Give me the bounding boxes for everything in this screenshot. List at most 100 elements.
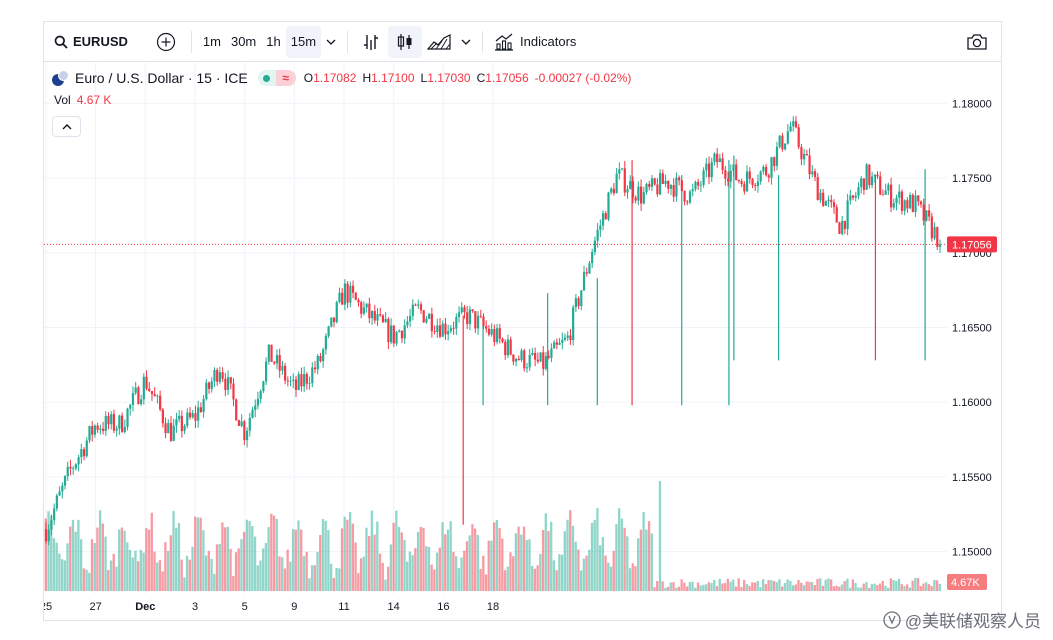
candle xyxy=(319,353,322,363)
candle-body xyxy=(373,310,376,321)
candle xyxy=(838,221,841,235)
candle-body xyxy=(197,407,200,421)
volume-bar xyxy=(612,550,615,591)
candle xyxy=(615,168,618,194)
symbol-search-button[interactable]: EURUSD xyxy=(44,26,133,58)
volume-bar xyxy=(414,548,417,591)
candle xyxy=(705,158,708,178)
volume-bar xyxy=(460,557,463,591)
candle xyxy=(735,159,738,181)
screenshot-button[interactable] xyxy=(961,26,993,58)
candle xyxy=(626,185,629,199)
candle xyxy=(827,195,830,208)
volume-bar xyxy=(267,526,270,591)
candle-body xyxy=(202,399,205,412)
candle xyxy=(370,310,374,326)
candle xyxy=(368,297,371,324)
candle-body xyxy=(335,301,338,322)
volume-bar xyxy=(533,568,537,591)
candle xyxy=(69,459,72,476)
volume-bar xyxy=(772,581,776,591)
candle xyxy=(487,325,491,337)
price-chart[interactable]: 1.15000 1.15500 1.16000 1.16500 1.17000 1.175… xyxy=(44,22,1001,620)
candle-body xyxy=(528,354,531,368)
candle-body xyxy=(406,321,409,326)
candle xyxy=(267,344,270,365)
candle-body xyxy=(710,161,713,178)
interval-1h[interactable]: 1h xyxy=(266,34,281,49)
candle xyxy=(172,418,175,442)
volume-bar xyxy=(180,559,183,591)
market-open-dot-icon xyxy=(257,70,276,86)
candle-body xyxy=(294,379,298,390)
candle xyxy=(77,454,80,472)
interval-30m[interactable]: 30m xyxy=(230,34,257,49)
candle-body xyxy=(591,251,594,264)
volume-bar xyxy=(650,533,653,591)
time-tick-label: Dec xyxy=(135,601,155,613)
candle xyxy=(66,461,69,481)
candle xyxy=(245,427,249,448)
candle xyxy=(240,414,243,428)
collapse-legend-button[interactable] xyxy=(52,116,81,137)
candle xyxy=(164,417,167,439)
compare-symbol-button[interactable] xyxy=(151,26,181,58)
volume-bar xyxy=(514,533,518,591)
volume-bar xyxy=(487,540,490,591)
candle xyxy=(159,390,162,412)
candle xyxy=(669,184,673,196)
candle xyxy=(335,300,338,324)
candle-body xyxy=(256,398,260,406)
candle-body xyxy=(672,185,675,197)
area-chart-style-button[interactable] xyxy=(422,26,456,58)
candle-body xyxy=(343,283,347,305)
candle xyxy=(697,178,700,190)
volume-bar xyxy=(490,540,493,591)
indicators-button[interactable]: Indicators xyxy=(489,26,581,58)
candle xyxy=(259,389,262,404)
candle xyxy=(332,317,336,328)
volume-bar xyxy=(237,548,240,591)
candle xyxy=(805,149,808,156)
volume-bar xyxy=(397,526,401,591)
volume-bar xyxy=(876,584,879,591)
volume-bar xyxy=(313,565,316,591)
chart-style-dropdown-button[interactable] xyxy=(456,26,476,58)
candle xyxy=(112,409,116,434)
candle xyxy=(648,180,651,191)
candle-body xyxy=(933,227,936,239)
volume-bar xyxy=(737,578,740,591)
volume-bar xyxy=(368,535,371,591)
volume-bar xyxy=(400,532,403,591)
candle xyxy=(381,314,385,324)
candles-style-button[interactable] xyxy=(388,25,423,58)
candle-body xyxy=(463,307,466,313)
volume-bar xyxy=(88,572,91,591)
volume-bar xyxy=(680,579,683,591)
bar-chart-style-button[interactable] xyxy=(354,26,388,58)
candle-body xyxy=(881,194,885,196)
volume-bar xyxy=(675,587,678,591)
volume-bar xyxy=(321,519,325,591)
volume-bar xyxy=(243,531,246,591)
candle xyxy=(104,411,107,436)
interval-dropdown-button[interactable] xyxy=(321,26,341,58)
candle-body xyxy=(506,339,510,356)
interval-15m[interactable]: 15m xyxy=(285,25,322,58)
candle xyxy=(188,407,192,420)
volume-bar xyxy=(226,526,230,591)
volume-bar xyxy=(175,527,178,591)
volume-bar xyxy=(351,523,355,591)
volume-bar xyxy=(338,568,341,591)
candle xyxy=(819,189,822,204)
time-tick-label: 14 xyxy=(388,601,400,613)
candle xyxy=(813,168,817,182)
volume-bar xyxy=(158,560,162,591)
interval-1m[interactable]: 1m xyxy=(202,34,221,49)
candle xyxy=(430,307,433,338)
volume-bar xyxy=(316,551,319,591)
price-tick-label: 1.15500 xyxy=(952,472,992,484)
volume-bar xyxy=(751,582,754,591)
candle-body xyxy=(126,408,129,427)
candle-body xyxy=(841,220,844,234)
